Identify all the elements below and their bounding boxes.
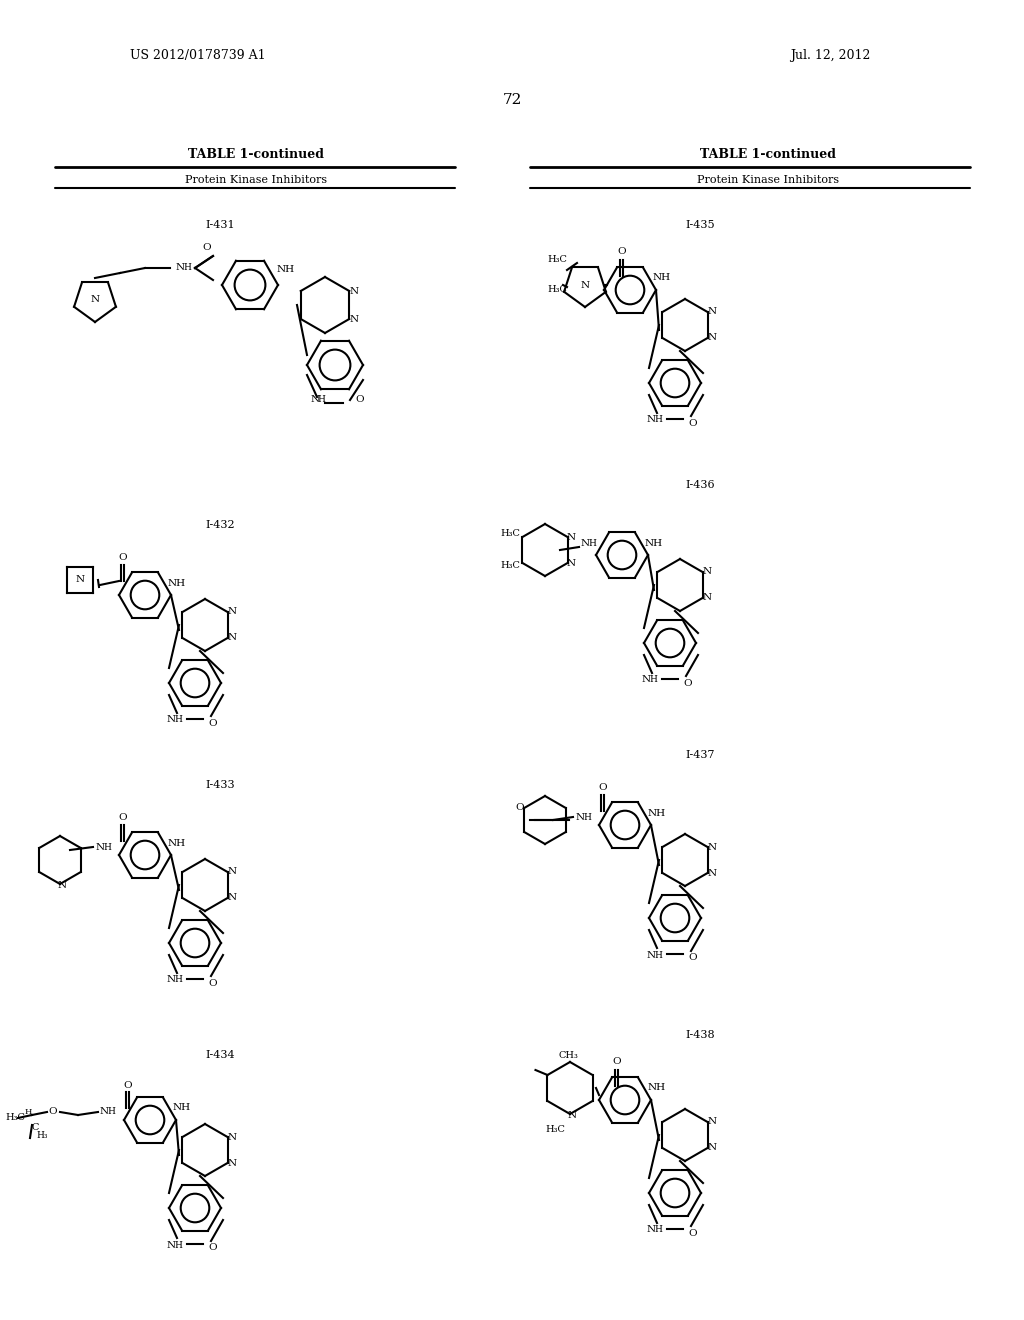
Text: N: N (708, 334, 717, 342)
Text: N: N (228, 1133, 238, 1142)
Text: NH: NH (276, 265, 295, 275)
Text: O: O (689, 418, 697, 428)
Text: N: N (708, 842, 717, 851)
Text: N: N (167, 975, 175, 985)
Text: H: H (174, 715, 182, 725)
Text: O: O (124, 1081, 132, 1089)
Text: I-438: I-438 (685, 1030, 715, 1040)
Text: N: N (310, 396, 319, 404)
Text: NH: NH (168, 578, 186, 587)
Text: O: O (689, 1229, 697, 1238)
Text: O: O (515, 804, 523, 813)
Text: H: H (649, 676, 657, 685)
Text: H₃C: H₃C (545, 1126, 565, 1134)
Text: H₃C: H₃C (5, 1114, 25, 1122)
Text: N: N (646, 416, 655, 425)
Text: N: N (228, 867, 238, 876)
Text: N: N (228, 1159, 238, 1167)
Text: TABLE 1-continued: TABLE 1-continued (700, 149, 836, 161)
Text: H: H (654, 950, 662, 960)
Text: I-437: I-437 (685, 750, 715, 760)
Text: N: N (702, 594, 712, 602)
Text: H₃C: H₃C (547, 256, 567, 264)
Text: I-436: I-436 (685, 480, 715, 490)
Text: N: N (646, 1225, 655, 1234)
Text: N: N (175, 264, 184, 272)
Text: N: N (95, 842, 104, 851)
Text: I-433: I-433 (206, 780, 234, 789)
Text: NH: NH (645, 539, 664, 548)
Text: H₃C: H₃C (501, 561, 520, 570)
Text: N: N (228, 607, 238, 616)
Text: N: N (76, 576, 85, 585)
Text: N: N (349, 314, 358, 323)
Text: N: N (57, 882, 67, 891)
Text: US 2012/0178739 A1: US 2012/0178739 A1 (130, 49, 265, 62)
Text: N: N (708, 1143, 717, 1152)
Text: N: N (641, 676, 650, 685)
Text: O: O (689, 953, 697, 962)
Text: O: O (49, 1107, 57, 1117)
Text: H: H (25, 1107, 32, 1115)
Text: N: N (90, 296, 99, 305)
Text: N: N (167, 1241, 175, 1250)
Text: NH: NH (173, 1104, 191, 1113)
Text: N: N (567, 1111, 577, 1121)
Text: O: O (119, 553, 127, 561)
Text: TABLE 1-continued: TABLE 1-continued (188, 149, 324, 161)
Text: I-434: I-434 (206, 1049, 234, 1060)
Text: I-432: I-432 (206, 520, 234, 531)
Text: H: H (183, 264, 190, 272)
Text: N: N (581, 281, 590, 289)
Text: C: C (32, 1123, 39, 1133)
Text: O: O (617, 248, 627, 256)
Text: H: H (174, 1241, 182, 1250)
Text: O: O (355, 396, 365, 404)
Text: O: O (203, 243, 211, 252)
Text: H: H (108, 1107, 115, 1117)
Text: H: H (654, 416, 662, 425)
Text: NH: NH (168, 838, 186, 847)
Text: N: N (708, 1118, 717, 1126)
Text: N: N (575, 813, 585, 821)
Text: CH₃: CH₃ (558, 1052, 578, 1060)
Text: N: N (567, 558, 577, 568)
Text: Jul. 12, 2012: Jul. 12, 2012 (790, 49, 870, 62)
Text: H: H (588, 539, 596, 548)
Text: I-435: I-435 (685, 220, 715, 230)
Text: H₃: H₃ (36, 1130, 48, 1139)
Text: N: N (99, 1107, 109, 1117)
Text: H: H (654, 1225, 662, 1234)
Text: H: H (583, 813, 591, 821)
Text: N: N (708, 308, 717, 317)
Text: O: O (119, 813, 127, 821)
Text: H₃C: H₃C (501, 529, 520, 539)
Text: N: N (349, 286, 358, 296)
Text: O: O (209, 978, 217, 987)
Text: O: O (599, 783, 607, 792)
Text: Protein Kinase Inhibitors: Protein Kinase Inhibitors (697, 176, 839, 185)
Text: O: O (684, 678, 692, 688)
Text: N: N (228, 634, 238, 643)
Text: N: N (708, 869, 717, 878)
Text: I-431: I-431 (206, 220, 234, 230)
Text: N: N (167, 715, 175, 725)
Text: NH: NH (648, 1084, 666, 1093)
Text: O: O (612, 1057, 622, 1067)
Text: H: H (317, 396, 325, 404)
Text: H₃C: H₃C (547, 285, 567, 294)
Text: Protein Kinase Inhibitors: Protein Kinase Inhibitors (185, 176, 327, 185)
Text: O: O (209, 1243, 217, 1253)
Text: N: N (646, 950, 655, 960)
Text: N: N (581, 539, 590, 548)
Text: O: O (209, 718, 217, 727)
Text: NH: NH (648, 808, 666, 817)
Text: 72: 72 (503, 92, 521, 107)
Text: NH: NH (653, 273, 671, 282)
Text: H: H (174, 975, 182, 985)
Text: N: N (567, 532, 577, 541)
Text: N: N (228, 894, 238, 903)
Text: N: N (702, 568, 712, 577)
Text: H: H (103, 842, 111, 851)
